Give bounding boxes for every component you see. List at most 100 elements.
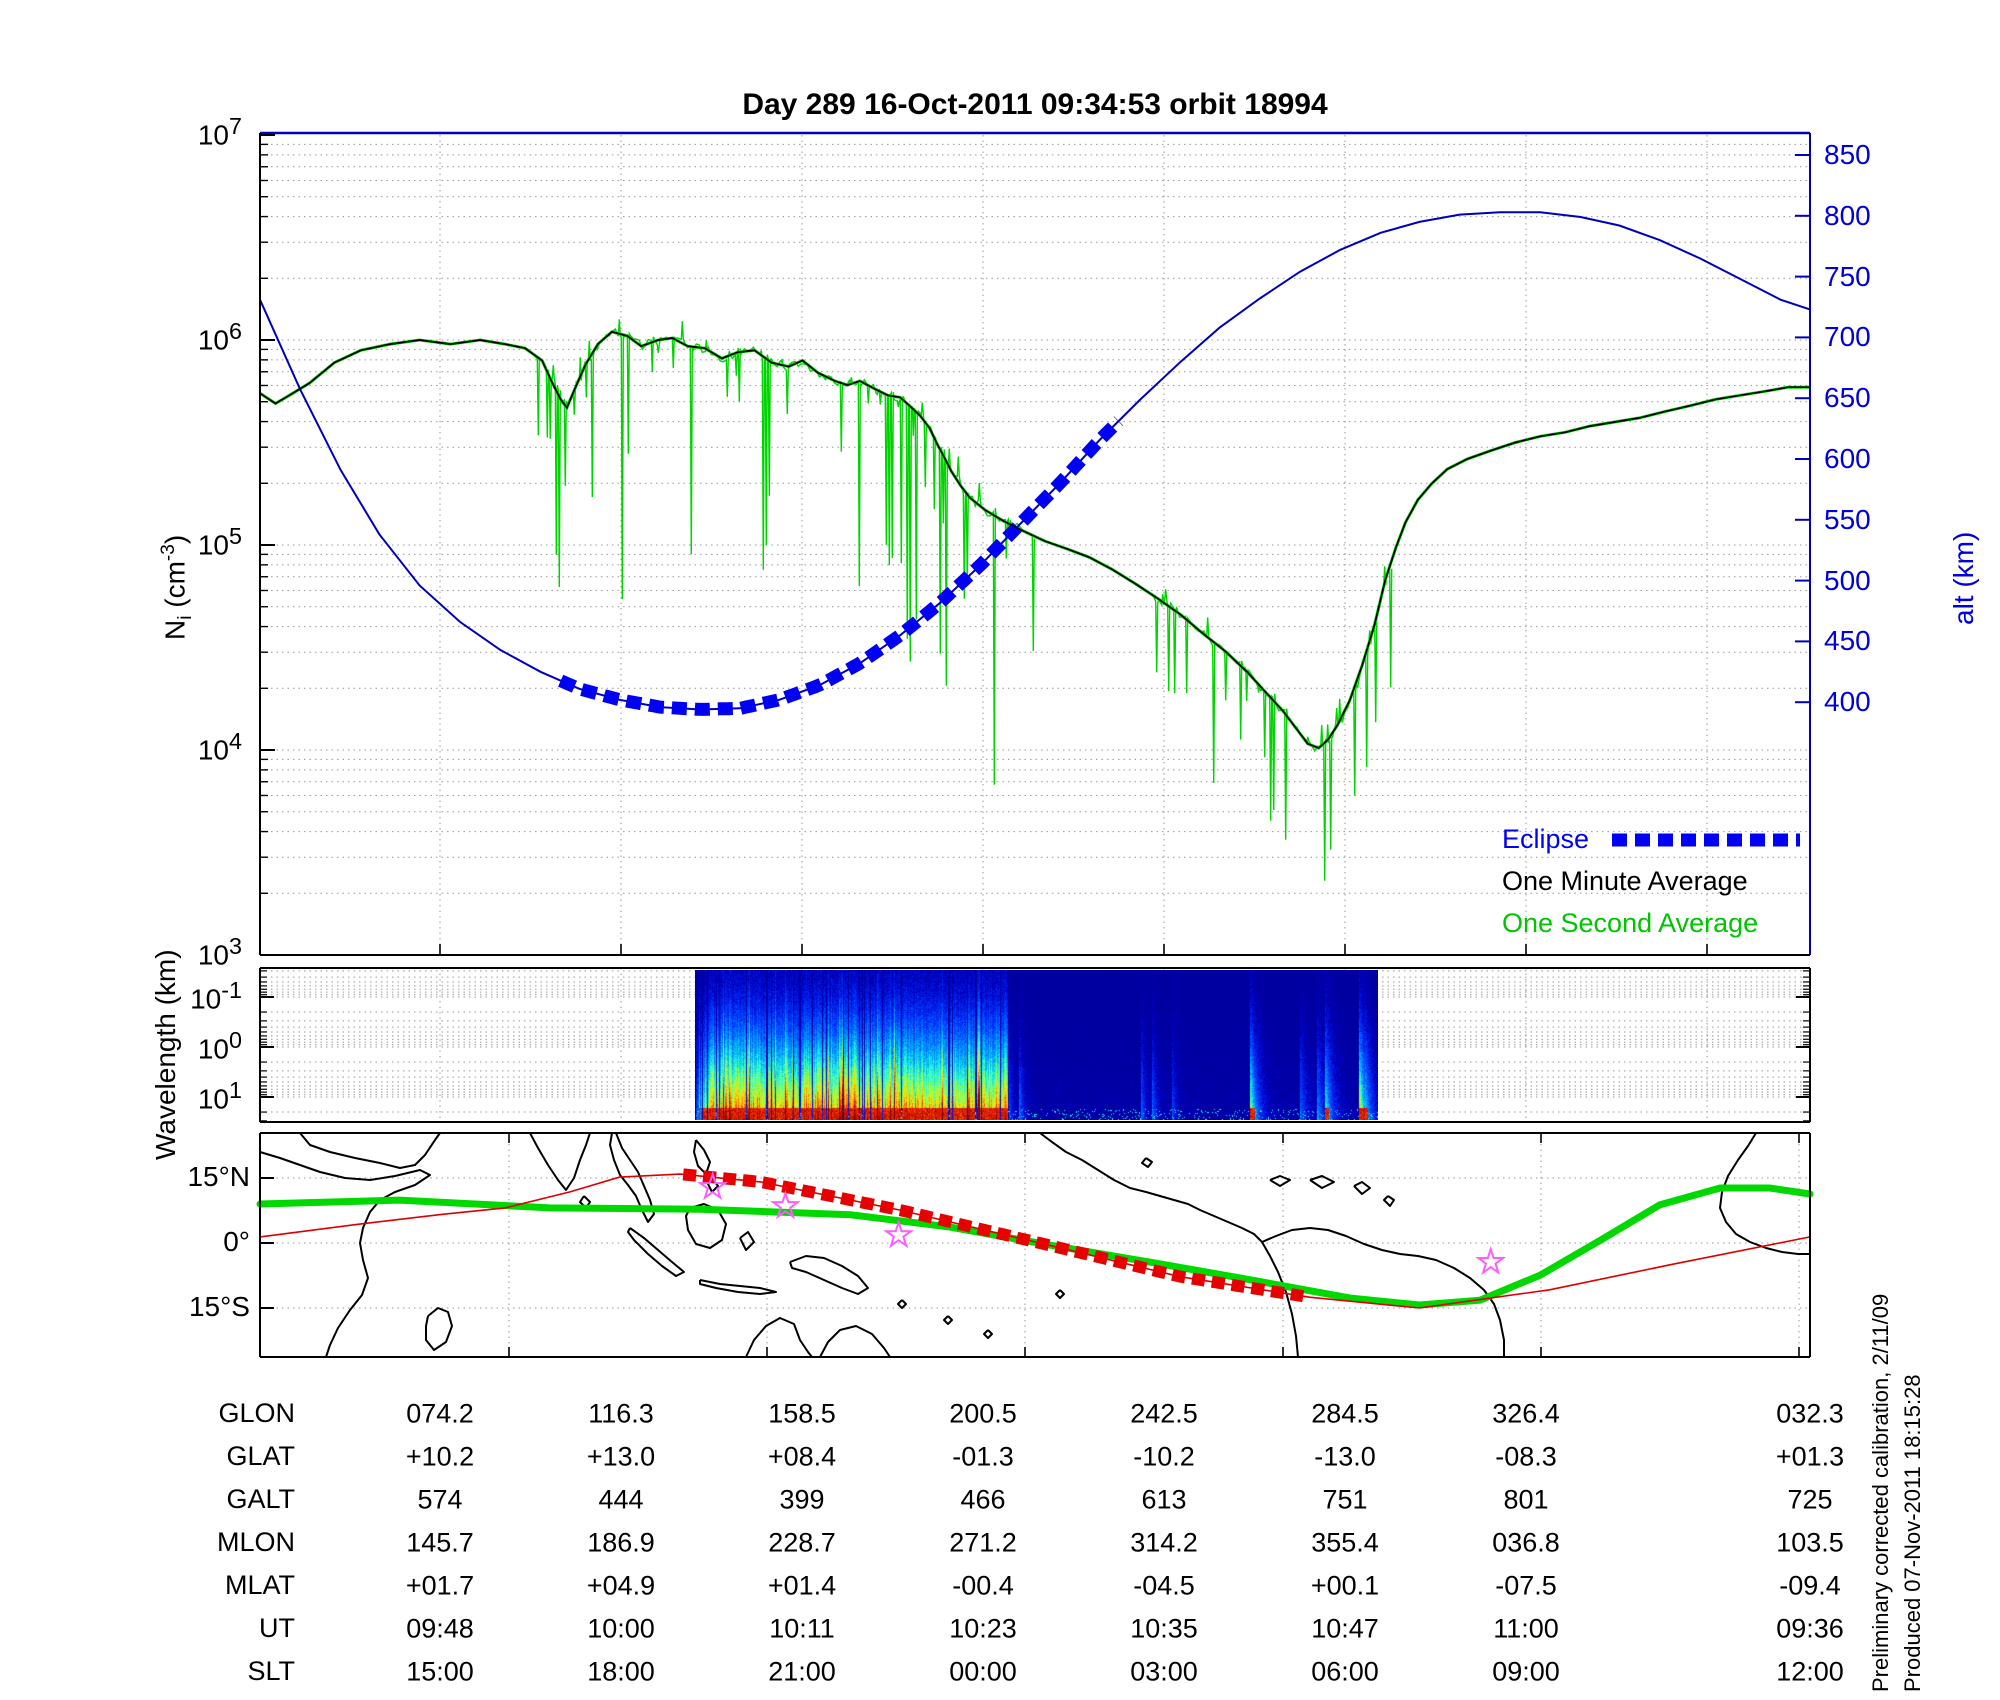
- top-panel-curves: [259, 211, 1811, 881]
- table-cell-glon-7: 032.3: [1776, 1398, 1844, 1429]
- table-cell-galt-1: 444: [598, 1484, 644, 1515]
- table-row-label-ut: UT: [259, 1613, 295, 1643]
- alt-tick-label: 700: [1824, 321, 1871, 353]
- table-cell-glat-5: -13.0: [1314, 1441, 1376, 1472]
- table-cell-galt-0: 574: [417, 1484, 463, 1515]
- lat-tick-label: 15°S: [188, 1291, 250, 1322]
- table-cell-mlat-0: +01.7: [405, 1570, 475, 1601]
- table-cell-slt-2: 21:00: [768, 1656, 836, 1687]
- alt-tick-label: 800: [1824, 199, 1871, 231]
- table-row-label-slt: SLT: [247, 1656, 295, 1686]
- table-row-label-mlon: MLON: [216, 1527, 295, 1557]
- coastline: [609, 1132, 655, 1223]
- table-cell-ut-7: 09:36: [1776, 1613, 1844, 1644]
- table-cell-slt-1: 18:00: [587, 1656, 655, 1687]
- table-cell-mlat-4: -04.5: [1133, 1570, 1195, 1601]
- table-cell-ut-6: 11:00: [1493, 1613, 1559, 1644]
- table-cell-glat-6: -08.3: [1495, 1441, 1557, 1472]
- table-cell-galt-4: 613: [1141, 1484, 1187, 1515]
- table-cell-galt-2: 399: [779, 1484, 825, 1515]
- table-cell-mlat-7: -09.4: [1779, 1570, 1841, 1601]
- table-cell-glat-1: +13.0: [586, 1441, 656, 1472]
- table-cell-mlat-1: +04.9: [586, 1570, 656, 1601]
- table-cell-slt-3: 00:00: [949, 1656, 1017, 1687]
- star-marker: [697, 1170, 729, 1201]
- table-cell-galt-3: 466: [960, 1484, 1006, 1515]
- coastline: [699, 1279, 777, 1295]
- lat-tick-label: 0°: [223, 1226, 250, 1257]
- dip-equator-line: [256, 1184, 1814, 1309]
- ni-tick-label: 107: [197, 113, 242, 151]
- alt-tick-label: 500: [1824, 564, 1871, 596]
- table-cell-glon-4: 242.5: [1130, 1398, 1198, 1429]
- table-cell-mlon-2: 228.7: [768, 1527, 836, 1558]
- table-cell-mlon-3: 271.2: [949, 1527, 1017, 1558]
- table-row-label-galt: GALT: [226, 1484, 295, 1514]
- table-cell-mlat-2: +01.4: [767, 1570, 837, 1601]
- table-cell-glon-1: 116.3: [588, 1398, 654, 1429]
- alt-tick-label: 650: [1824, 382, 1871, 414]
- table-cell-ut-5: 10:47: [1311, 1613, 1379, 1644]
- table-cell-mlon-4: 314.2: [1130, 1527, 1198, 1558]
- coastline: [1261, 1227, 1505, 1357]
- coastline: [1269, 1175, 1291, 1187]
- coastline: [1141, 1157, 1153, 1168]
- alt-tick-label: 400: [1824, 686, 1871, 718]
- coastline: [789, 1255, 869, 1295]
- coastline: [983, 1329, 993, 1339]
- table-cell-ut-4: 10:35: [1130, 1613, 1198, 1644]
- table-cell-glon-5: 284.5: [1311, 1398, 1379, 1429]
- table-cell-glat-3: -01.3: [952, 1441, 1014, 1472]
- table-cell-galt-5: 751: [1322, 1484, 1368, 1515]
- axis-spines-and-ticks: [259, 131, 1811, 1358]
- table-cell-ut-1: 10:00: [587, 1613, 655, 1644]
- ni-tick-label: 106: [197, 318, 242, 356]
- table-cell-mlon-7: 103.5: [1776, 1527, 1844, 1558]
- table-cell-glon-3: 200.5: [949, 1398, 1017, 1429]
- table-cell-mlon-0: 145.7: [406, 1527, 474, 1558]
- footnote-produced: Produced 07-Nov-2011 18:15:28: [1900, 1374, 1925, 1692]
- ground-track-eclipse-dashes: [682, 1168, 1305, 1303]
- table-cell-mlat-6: -07.5: [1495, 1570, 1557, 1601]
- wavelength-tick-label: 101: [197, 1077, 242, 1115]
- table-cell-slt-6: 09:00: [1492, 1656, 1560, 1687]
- table-cell-slt-4: 03:00: [1130, 1656, 1198, 1687]
- table-cell-ut-3: 10:23: [949, 1613, 1017, 1644]
- table-cell-mlat-3: -00.4: [952, 1570, 1014, 1601]
- table-row-label-glon: GLON: [218, 1398, 295, 1428]
- coastline: [627, 1227, 685, 1277]
- alt-tick-label: 450: [1824, 625, 1871, 657]
- gridlines: [260, 135, 1810, 1357]
- table-cell-slt-5: 06:00: [1311, 1656, 1379, 1687]
- coastline: [739, 1231, 755, 1251]
- coastline: [943, 1315, 953, 1325]
- table-cell-glat-2: +08.4: [767, 1441, 837, 1472]
- table-cell-mlon-5: 355.4: [1311, 1527, 1379, 1558]
- table-cell-glat-7: +01.3: [1775, 1441, 1845, 1472]
- lat-tick-label: 15°N: [187, 1161, 250, 1192]
- coastline: [1719, 1132, 1810, 1255]
- table-cell-ut-0: 09:48: [406, 1613, 474, 1644]
- table-cell-galt-6: 801: [1503, 1484, 1549, 1515]
- table-cell-galt-7: 725: [1787, 1484, 1833, 1515]
- table-cell-slt-7: 12:00: [1776, 1656, 1844, 1687]
- coastline: [299, 1132, 441, 1169]
- table-cell-glat-0: +10.2: [405, 1441, 475, 1472]
- map-content: [256, 1132, 1814, 1358]
- table-row-label-glat: GLAT: [226, 1441, 295, 1471]
- table-cell-ut-2: 10:11: [769, 1613, 835, 1644]
- coastline: [1039, 1132, 1299, 1358]
- alt-tick-label: 750: [1824, 260, 1871, 292]
- table-cell-glon-2: 158.5: [768, 1398, 836, 1429]
- table-row-label-mlat: MLAT: [224, 1570, 295, 1600]
- plot-title: Day 289 16-Oct-2011 09:34:53 orbit 18994: [742, 88, 1328, 121]
- coastline: [1055, 1289, 1065, 1299]
- table-cell-mlon-1: 186.9: [587, 1527, 655, 1558]
- coastline: [897, 1299, 907, 1309]
- alt-tick-label: 550: [1824, 503, 1871, 535]
- ni-tick-label: 103: [197, 933, 242, 971]
- wavelength-tick-label: 100: [197, 1027, 242, 1065]
- legend-eclipse: Eclipse: [1502, 824, 1590, 854]
- table-cell-mlat-5: +00.1: [1310, 1570, 1380, 1601]
